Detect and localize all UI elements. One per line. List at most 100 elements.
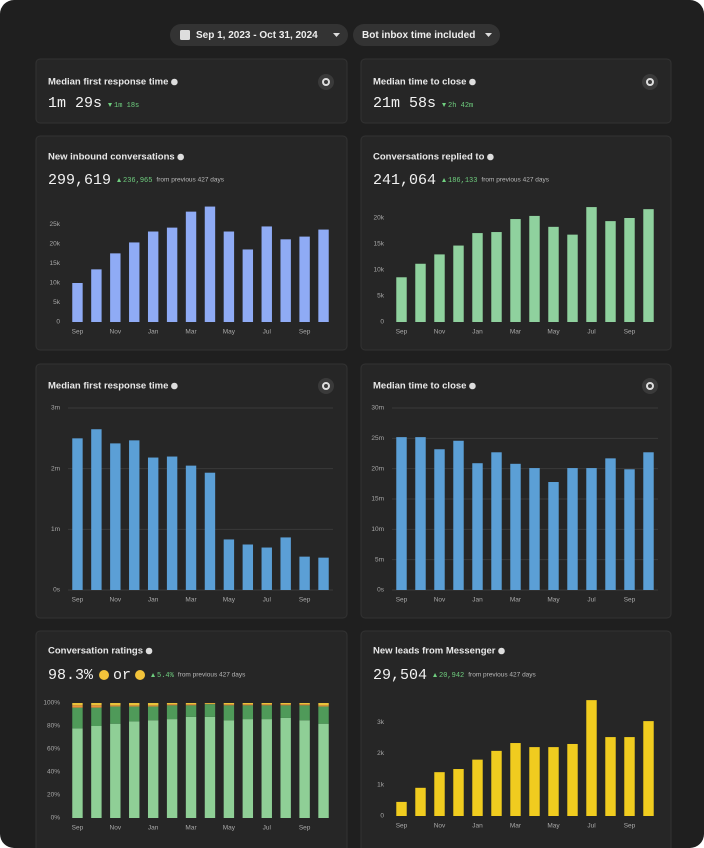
y-tick-label: 5k xyxy=(53,299,61,306)
bar-segment xyxy=(318,705,329,707)
bar-segment xyxy=(166,719,178,818)
bar xyxy=(567,468,578,590)
y-tick-label: 15k xyxy=(374,241,385,248)
bar xyxy=(318,229,329,322)
bar-segment xyxy=(185,716,197,818)
bar xyxy=(185,465,197,590)
bar-segment xyxy=(223,704,235,706)
card-title: Median first response time xyxy=(48,381,168,392)
metric-value: 299,619 xyxy=(48,172,111,189)
bar xyxy=(624,469,635,590)
x-tick-label: Mar xyxy=(185,329,197,336)
connector: or xyxy=(113,667,131,684)
bar xyxy=(166,227,178,322)
help-icon xyxy=(469,382,476,390)
x-tick-label: Jul xyxy=(263,329,272,336)
bar xyxy=(147,457,159,590)
x-tick-label: Sep xyxy=(624,597,636,604)
bar xyxy=(396,801,407,816)
gear-icon xyxy=(646,78,654,86)
bar xyxy=(415,437,426,590)
metric-value: 98.3% xyxy=(48,667,94,684)
metric-delta: 5.4% xyxy=(157,672,175,680)
x-tick-label: Jan xyxy=(148,825,159,832)
x-tick-label: Jul xyxy=(587,597,596,604)
x-tick-label: Sep xyxy=(624,329,636,336)
bar-segment xyxy=(223,720,235,818)
settings-button[interactable] xyxy=(642,378,658,394)
caret xyxy=(333,33,340,37)
bar-segment xyxy=(185,705,197,717)
bar xyxy=(261,547,272,590)
x-tick-label: May xyxy=(223,329,236,336)
y-tick-label: 2m xyxy=(51,465,60,472)
filter-pill[interactable] xyxy=(353,24,500,46)
settings-button[interactable] xyxy=(318,74,334,90)
help-icon xyxy=(145,647,153,655)
metric-value: 241,064 xyxy=(373,172,436,189)
date-pill[interactable] xyxy=(170,24,348,46)
metric-delta: 2h 42m xyxy=(448,102,473,110)
bar xyxy=(491,452,502,590)
bar xyxy=(491,232,502,322)
bar xyxy=(261,226,272,322)
bar-segment xyxy=(91,705,102,708)
help-icon xyxy=(171,382,178,390)
bar-segment xyxy=(147,703,159,706)
bar-segment xyxy=(242,705,254,720)
bar xyxy=(110,253,121,322)
delta-note: from previous 427 days xyxy=(156,177,224,184)
x-tick-label: Jul xyxy=(587,823,596,830)
bar-segment xyxy=(91,707,102,726)
x-tick-label: Nov xyxy=(110,329,122,336)
filter[interactable]: Bot inbox time included xyxy=(362,30,475,41)
settings-button[interactable] xyxy=(318,378,334,394)
x-tick-label: Nov xyxy=(434,597,446,604)
y-tick-label: 60% xyxy=(47,746,60,753)
metric-value: 1m 29s xyxy=(48,95,102,112)
y-tick-label: 10k xyxy=(374,267,385,274)
bar-segment xyxy=(242,704,254,706)
bar-segment xyxy=(72,728,83,818)
x-tick-label: Sep xyxy=(72,329,84,336)
delta-arrow xyxy=(442,178,447,182)
y-tick-label: 20m xyxy=(371,465,384,472)
x-tick-label: Mar xyxy=(510,597,522,604)
date-range[interactable]: Sep 1, 2023 - Oct 31, 2024 xyxy=(196,30,318,41)
bar-segment xyxy=(261,703,272,705)
bar xyxy=(166,456,178,590)
bar-segment xyxy=(185,703,197,705)
bar xyxy=(129,242,140,322)
bar xyxy=(586,207,597,322)
y-tick-label: 25k xyxy=(50,221,61,228)
metric-delta: 186,133 xyxy=(448,177,477,185)
y-tick-label: 25m xyxy=(371,435,384,442)
bar-segment xyxy=(318,723,329,818)
bar-segment xyxy=(166,704,178,706)
gear-icon xyxy=(646,382,654,390)
y-tick-label: 2k xyxy=(377,750,385,757)
delta-arrow xyxy=(108,103,113,107)
emoji-neutral xyxy=(135,670,146,680)
bar xyxy=(72,438,83,590)
bar xyxy=(548,226,559,322)
help-icon xyxy=(177,153,184,161)
calendar-icon xyxy=(180,30,190,40)
bar-segment xyxy=(204,716,216,818)
bar-segment xyxy=(147,705,159,707)
x-tick-label: Mar xyxy=(510,329,522,336)
y-tick-label: 1k xyxy=(377,781,385,788)
bar xyxy=(472,463,483,590)
bar-segment xyxy=(261,704,272,706)
bar xyxy=(91,269,102,322)
bar xyxy=(586,468,597,590)
bar xyxy=(242,544,254,590)
metric-value: 29,504 xyxy=(373,667,427,684)
bar xyxy=(204,472,216,590)
settings-button[interactable] xyxy=(642,74,658,90)
bar xyxy=(223,539,235,590)
bar xyxy=(510,463,521,590)
bar xyxy=(396,437,407,590)
bar xyxy=(434,772,445,816)
y-tick-label: 40% xyxy=(47,769,60,776)
